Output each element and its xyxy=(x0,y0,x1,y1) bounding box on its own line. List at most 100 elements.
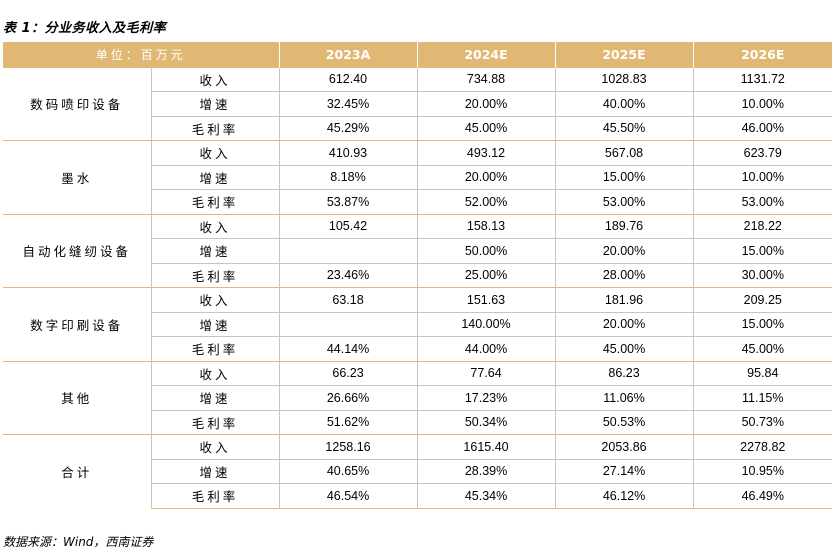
metric-label: 增速 xyxy=(150,385,280,410)
value-cell: 1615.40 xyxy=(416,434,556,459)
table-row: 增速 8.18% 20.00% 15.00% 10.00% xyxy=(3,164,833,190)
table-row: 其他 收入 66.23 77.64 86.23 95.84 xyxy=(3,360,833,435)
value-cell: 151.63 xyxy=(416,287,556,312)
table-row: 毛利率 51.62% 50.34% 50.53% 50.73% xyxy=(3,409,833,435)
metric-label: 收入 xyxy=(150,360,280,386)
table-body: 数码喷印设备 收入 612.40 734.88 1028.83 1131.72 增速 32.4… xyxy=(3,66,833,509)
value-cell: 26.66% xyxy=(278,385,418,410)
value-cell: 46.49% xyxy=(692,483,833,509)
value-cell: 15.00% xyxy=(554,164,694,190)
table-row: 毛利率 23.46% 25.00% 28.00% 30.00% xyxy=(3,262,833,288)
metric-label: 收入 xyxy=(150,140,280,165)
value-cell: 612.40 xyxy=(278,66,418,92)
segment-name: 数字印刷设备 xyxy=(3,287,152,361)
value-cell: 1028.83 xyxy=(554,66,694,92)
value-cell: 15.00% xyxy=(692,311,833,337)
value-cell: 32.45% xyxy=(278,91,418,116)
value-cell: 11.15% xyxy=(692,385,833,410)
value-cell: 623.79 xyxy=(692,140,833,165)
value-cell: 8.18% xyxy=(278,164,418,190)
value-cell: 218.22 xyxy=(692,213,833,239)
value-cell: 181.96 xyxy=(554,287,694,312)
value-cell: 1258.16 xyxy=(278,434,418,459)
table-row: 毛利率 53.87% 52.00% 53.00% 53.00% xyxy=(3,189,833,214)
metric-label: 收入 xyxy=(150,434,280,459)
segment-name: 数码喷印设备 xyxy=(3,66,152,141)
value-cell: 86.23 xyxy=(554,360,694,386)
table-row: 增速 40.65% 28.39% 27.14% 10.95% xyxy=(3,458,833,484)
value-cell: 158.13 xyxy=(416,213,556,239)
value-cell: 25.00% xyxy=(416,262,556,288)
value-cell: 10.00% xyxy=(692,164,833,190)
value-cell: 51.62% xyxy=(278,409,418,435)
table-row: 毛利率 45.29% 45.00% 45.50% 46.00% xyxy=(3,115,833,141)
value-cell: 10.95% xyxy=(692,458,833,484)
revenue-margin-table: 单位：百万元 2023A 2024E 2025E 2026E 数码喷印设备 收入 6… xyxy=(3,42,833,509)
year-header-2024e: 2024E xyxy=(417,42,556,67)
value-cell: 30.00% xyxy=(692,262,833,288)
metric-label: 毛利率 xyxy=(150,262,280,288)
metric-label: 收入 xyxy=(150,213,280,239)
value-cell: 567.08 xyxy=(554,140,694,165)
value-cell: 2053.86 xyxy=(554,434,694,459)
year-header-2025e: 2025E xyxy=(555,42,694,67)
value-cell: 45.00% xyxy=(554,336,694,361)
value-cell: 44.00% xyxy=(416,336,556,361)
table-title: 表 1：分业务收入及毛利率 xyxy=(3,21,167,36)
value-cell: 1131.72 xyxy=(692,66,833,92)
value-cell: 28.00% xyxy=(554,262,694,288)
value-cell: 140.00% xyxy=(416,311,556,337)
value-cell: 20.00% xyxy=(416,164,556,190)
value-cell: 53.00% xyxy=(692,189,833,214)
metric-label: 毛利率 xyxy=(150,115,280,141)
value-cell: 410.93 xyxy=(278,140,418,165)
value-cell: 189.76 xyxy=(554,213,694,239)
metric-label: 增速 xyxy=(150,164,280,190)
value-cell: 20.00% xyxy=(554,311,694,337)
table-row: 数码喷印设备 收入 612.40 734.88 1028.83 1131.72 xyxy=(3,66,833,141)
value-cell: 45.00% xyxy=(692,336,833,361)
value-cell: 209.25 xyxy=(692,287,833,312)
table-row: 增速 26.66% 17.23% 11.06% 11.15% xyxy=(3,385,833,410)
metric-label: 毛利率 xyxy=(150,409,280,435)
value-cell: 50.34% xyxy=(416,409,556,435)
value-cell xyxy=(278,238,418,263)
table-row: 增速 140.00% 20.00% 15.00% xyxy=(3,311,833,337)
value-cell: 44.14% xyxy=(278,336,418,361)
value-cell: 45.50% xyxy=(554,115,694,141)
value-cell: 46.12% xyxy=(554,483,694,509)
year-header-2023a: 2023A xyxy=(279,42,418,67)
segment-name: 合计 xyxy=(3,434,152,508)
value-cell: 40.65% xyxy=(278,458,418,484)
table-row: 毛利率 46.54% 45.34% 46.12% 46.49% xyxy=(3,483,833,509)
segment-name: 其他 xyxy=(3,360,152,435)
value-cell: 28.39% xyxy=(416,458,556,484)
value-cell: 23.46% xyxy=(278,262,418,288)
table-row: 墨水 收入 410.93 493.12 567.08 623.79 xyxy=(3,140,833,214)
value-cell: 20.00% xyxy=(554,238,694,263)
metric-label: 毛利率 xyxy=(150,483,280,509)
table-row: 合计 收入 1258.16 1615.40 2053.86 2278.82 xyxy=(3,434,833,508)
segment-name: 自动化缝纫设备 xyxy=(3,213,152,288)
value-cell: 95.84 xyxy=(692,360,833,386)
value-cell: 45.29% xyxy=(278,115,418,141)
value-cell: 50.53% xyxy=(554,409,694,435)
table-row: 自动化缝纫设备 收入 105.42 158.13 189.76 218.22 xyxy=(3,213,833,288)
value-cell: 50.73% xyxy=(692,409,833,435)
segment-name: 墨水 xyxy=(3,140,152,214)
value-cell: 734.88 xyxy=(416,66,556,92)
value-cell: 50.00% xyxy=(416,238,556,263)
value-cell: 45.34% xyxy=(416,483,556,509)
value-cell: 40.00% xyxy=(554,91,694,116)
metric-label: 毛利率 xyxy=(150,189,280,214)
value-cell: 45.00% xyxy=(416,115,556,141)
table-row: 数字印刷设备 收入 63.18 151.63 181.96 209.25 xyxy=(3,287,833,361)
value-cell: 17.23% xyxy=(416,385,556,410)
value-cell: 493.12 xyxy=(416,140,556,165)
value-cell: 2278.82 xyxy=(692,434,833,459)
value-cell: 63.18 xyxy=(278,287,418,312)
value-cell: 46.54% xyxy=(278,483,418,509)
value-cell: 77.64 xyxy=(416,360,556,386)
metric-label: 收入 xyxy=(150,287,280,312)
value-cell: 66.23 xyxy=(278,360,418,386)
